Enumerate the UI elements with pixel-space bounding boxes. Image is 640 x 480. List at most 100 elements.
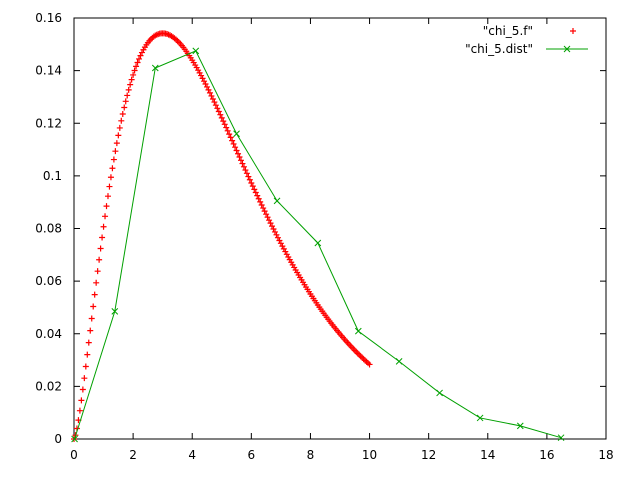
- data-point-chi-5-f: [79, 386, 86, 393]
- data-point-chi-5-dist: [111, 308, 119, 315]
- data-point-chi-5-f: [217, 111, 224, 118]
- data-point-chi-5-dist: [476, 414, 484, 422]
- data-point-chi-5-f: [100, 223, 107, 230]
- data-point-chi-5-f: [201, 78, 208, 85]
- data-point-chi-5-f: [124, 92, 131, 99]
- data-point-chi-5-f: [221, 121, 228, 128]
- data-point-chi-5-f: [118, 117, 125, 124]
- legend-label-chi-5-dist: "chi_5.dist": [465, 42, 533, 56]
- data-point-chi-5-f: [359, 354, 366, 361]
- data-point-chi-5-f: [85, 339, 92, 346]
- data-point-chi-5-f: [122, 98, 129, 105]
- data-point-chi-5-f: [90, 303, 97, 310]
- data-point-chi-5-f: [96, 256, 103, 263]
- data-point-chi-5-f: [239, 160, 246, 167]
- data-point-chi-5-dist: [151, 64, 159, 72]
- data-point-chi-5-f: [121, 104, 128, 111]
- data-point-chi-5-dist: [436, 389, 443, 397]
- data-point-chi-5-f: [218, 114, 225, 121]
- data-point-chi-5-f: [232, 144, 239, 151]
- data-point-chi-5-dist: [516, 422, 524, 430]
- data-point-chi-5-f: [227, 134, 234, 141]
- y-tick-label: 0.08: [35, 222, 62, 236]
- data-point-chi-5-dist: [354, 327, 362, 335]
- data-point-chi-5-f: [109, 165, 116, 172]
- data-point-chi-5-f: [233, 147, 240, 154]
- data-point-chi-5-f: [264, 214, 271, 221]
- data-point-chi-5-f: [202, 81, 209, 88]
- data-point-chi-5-f: [266, 217, 273, 224]
- series-line-chi-5-dist: [74, 50, 562, 440]
- data-point-chi-5-f: [243, 170, 250, 177]
- data-point-chi-5-f: [260, 205, 267, 212]
- data-point-chi-5-f: [223, 124, 230, 131]
- data-point-chi-5-f: [258, 201, 265, 208]
- data-point-chi-5-f: [82, 363, 89, 370]
- data-point-chi-5-f: [76, 407, 83, 414]
- data-point-chi-5-dist: [192, 47, 200, 55]
- y-tick-label: 0.06: [35, 274, 62, 288]
- data-point-chi-5-f: [131, 67, 138, 74]
- legend: "chi_5.f" "chi_5.dist": [465, 24, 588, 56]
- series-chi-5-f: [71, 30, 373, 442]
- data-point-chi-5-f: [274, 234, 281, 241]
- data-point-chi-5-f: [280, 245, 287, 252]
- data-point-chi-5-f: [248, 179, 255, 186]
- data-point-chi-5-dist: [314, 239, 322, 247]
- y-tick-label: 0.1: [43, 169, 62, 183]
- data-point-chi-5-f: [246, 176, 253, 183]
- data-point-chi-5-f: [270, 226, 277, 233]
- y-tick-label: 0.04: [35, 327, 62, 341]
- x-tick-label: 16: [539, 448, 554, 462]
- data-point-chi-5-f: [215, 108, 222, 115]
- data-point-chi-5-f: [91, 291, 98, 298]
- data-point-chi-5-dist: [557, 434, 565, 442]
- data-point-chi-5-f: [113, 140, 120, 147]
- x-axis: 0 2 4 6 8 10 12 14 16 18: [70, 18, 614, 462]
- data-point-chi-5-f: [198, 72, 205, 79]
- data-point-chi-5-f: [271, 228, 278, 235]
- data-point-chi-5-f: [267, 220, 274, 227]
- series-layer: [71, 30, 565, 443]
- data-point-chi-5-f: [88, 315, 95, 322]
- data-point-chi-5-f: [137, 52, 144, 59]
- data-point-chi-5-f: [199, 75, 206, 82]
- data-point-chi-5-f: [252, 189, 259, 196]
- x-tick-label: 4: [188, 448, 196, 462]
- data-point-chi-5-f: [103, 203, 110, 210]
- data-point-chi-5-f: [133, 63, 140, 70]
- y-tick-label: 0.12: [35, 116, 62, 130]
- data-point-chi-5-f: [226, 131, 233, 138]
- x-tick-label: 0: [70, 448, 78, 462]
- data-point-chi-5-dist: [395, 358, 403, 365]
- data-point-chi-5-f: [130, 71, 137, 78]
- data-point-chi-5-f: [81, 375, 88, 382]
- data-point-chi-5-f: [204, 83, 210, 90]
- y-tick-label: 0: [54, 432, 62, 446]
- x-tick-label: 18: [598, 448, 613, 462]
- data-point-chi-5-f: [206, 89, 213, 96]
- data-point-chi-5-f: [220, 118, 227, 125]
- data-point-chi-5-f: [276, 237, 283, 244]
- series-chi-5-dist: [71, 47, 565, 443]
- data-point-chi-5-f: [97, 245, 104, 252]
- data-point-chi-5-f: [104, 193, 111, 200]
- data-point-chi-5-f: [107, 174, 114, 181]
- data-point-chi-5-f: [110, 156, 117, 163]
- data-point-chi-5-f: [357, 353, 364, 360]
- data-point-chi-5-f: [257, 198, 264, 205]
- data-point-chi-5-f: [356, 351, 363, 358]
- plot-frame: [73, 17, 607, 440]
- data-point-chi-5-f: [214, 105, 221, 112]
- data-point-chi-5-dist: [273, 197, 281, 205]
- data-point-chi-5-f: [279, 243, 286, 250]
- data-point-chi-5-f: [116, 124, 123, 131]
- x-tick-label: 12: [421, 448, 436, 462]
- data-point-chi-5-f: [136, 55, 143, 62]
- x-tick-label: 8: [307, 448, 315, 462]
- data-point-chi-5-f: [255, 195, 262, 202]
- data-point-chi-5-f: [127, 81, 134, 88]
- data-point-chi-5-f: [251, 186, 258, 193]
- data-point-chi-5-f: [93, 279, 100, 286]
- legend-sample-chi-5-dist: [546, 45, 588, 53]
